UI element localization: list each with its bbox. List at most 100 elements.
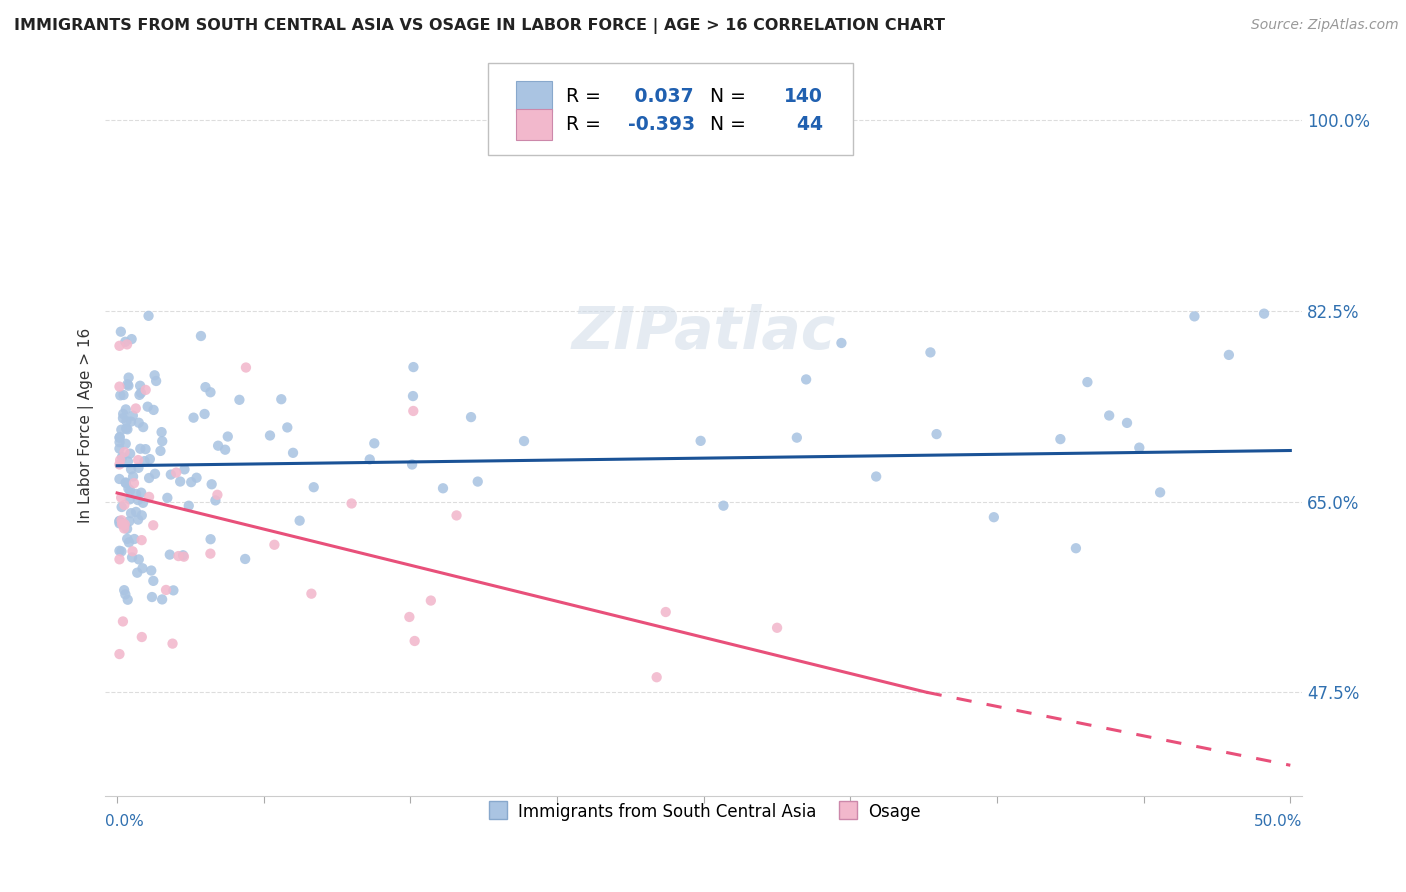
Point (145, 374, 167, 388)
Point (340, 496, 363, 510)
Point (1098, 409, 1121, 423)
Point (129, 485, 152, 500)
Point (117, 377, 139, 392)
Point (121, 550, 143, 565)
Point (180, 475, 202, 490)
Point (156, 491, 179, 505)
Point (124, 532, 146, 546)
Point (200, 547, 222, 561)
Point (200, 533, 222, 547)
Point (162, 583, 184, 598)
Point (786, 431, 808, 445)
Point (115, 421, 138, 435)
Point (302, 480, 325, 494)
Point (135, 442, 157, 457)
Point (131, 533, 153, 548)
Point (110, 325, 132, 339)
Point (114, 445, 136, 459)
Point (228, 392, 250, 407)
Point (129, 385, 152, 400)
Point (118, 492, 141, 507)
Point (460, 410, 482, 425)
Point (110, 388, 132, 402)
Point (117, 370, 139, 384)
Point (276, 420, 298, 434)
Point (115, 414, 138, 428)
Point (108, 543, 131, 558)
Point (138, 309, 160, 323)
Point (402, 404, 425, 418)
Point (132, 420, 155, 434)
Point (108, 516, 131, 531)
Point (108, 458, 131, 472)
Point (138, 471, 160, 485)
Point (713, 499, 735, 513)
Point (117, 592, 139, 607)
Point (132, 496, 155, 510)
Point (167, 549, 190, 563)
Point (108, 514, 131, 528)
Point (1149, 485, 1171, 500)
Point (299, 587, 322, 601)
Point (689, 434, 711, 448)
Point (114, 436, 136, 450)
Point (115, 475, 138, 490)
Point (143, 368, 166, 383)
Point (112, 518, 135, 533)
Point (172, 549, 194, 563)
Point (110, 491, 132, 505)
Point (128, 416, 150, 430)
Point (419, 593, 441, 607)
Point (112, 498, 135, 512)
Point (142, 574, 165, 588)
Point (173, 549, 195, 564)
Point (200, 385, 222, 400)
Point (135, 383, 157, 397)
Point (402, 360, 425, 375)
Point (128, 388, 150, 402)
Point (165, 466, 187, 480)
Point (467, 475, 489, 489)
Point (125, 505, 148, 519)
Point (263, 538, 285, 552)
Point (114, 517, 136, 532)
Point (186, 471, 208, 485)
Point (204, 493, 226, 508)
Text: 50.0%: 50.0% (1254, 814, 1302, 830)
Point (1076, 375, 1098, 389)
Point (766, 621, 789, 635)
Text: 140: 140 (785, 87, 823, 106)
Point (288, 514, 311, 528)
Point (131, 561, 153, 575)
Point (122, 469, 145, 483)
Point (359, 452, 381, 467)
Point (114, 476, 136, 491)
Point (108, 339, 131, 353)
Y-axis label: In Labor Force | Age > 16: In Labor Force | Age > 16 (79, 328, 94, 523)
Point (121, 332, 143, 346)
Point (398, 610, 420, 624)
Point (110, 500, 132, 514)
Point (114, 334, 136, 349)
Point (120, 447, 142, 461)
Point (127, 453, 149, 467)
Point (194, 380, 217, 394)
Point (108, 453, 131, 467)
Point (235, 360, 257, 375)
Text: 44: 44 (785, 115, 823, 135)
Point (128, 552, 150, 566)
Point (404, 634, 426, 648)
Point (120, 483, 142, 498)
Point (108, 647, 131, 661)
Point (1128, 441, 1150, 455)
Point (136, 400, 159, 414)
Point (111, 411, 134, 425)
Point (110, 423, 132, 437)
Point (125, 487, 148, 501)
Point (513, 434, 536, 448)
Point (118, 514, 141, 528)
Point (141, 590, 163, 604)
Point (115, 522, 138, 536)
Point (120, 506, 142, 520)
Point (207, 488, 229, 502)
